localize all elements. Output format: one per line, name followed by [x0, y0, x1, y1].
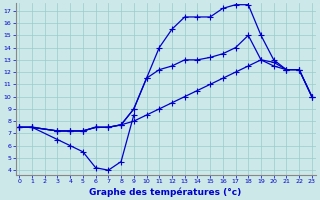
X-axis label: Graphe des températures (°c): Graphe des températures (°c) — [90, 187, 242, 197]
